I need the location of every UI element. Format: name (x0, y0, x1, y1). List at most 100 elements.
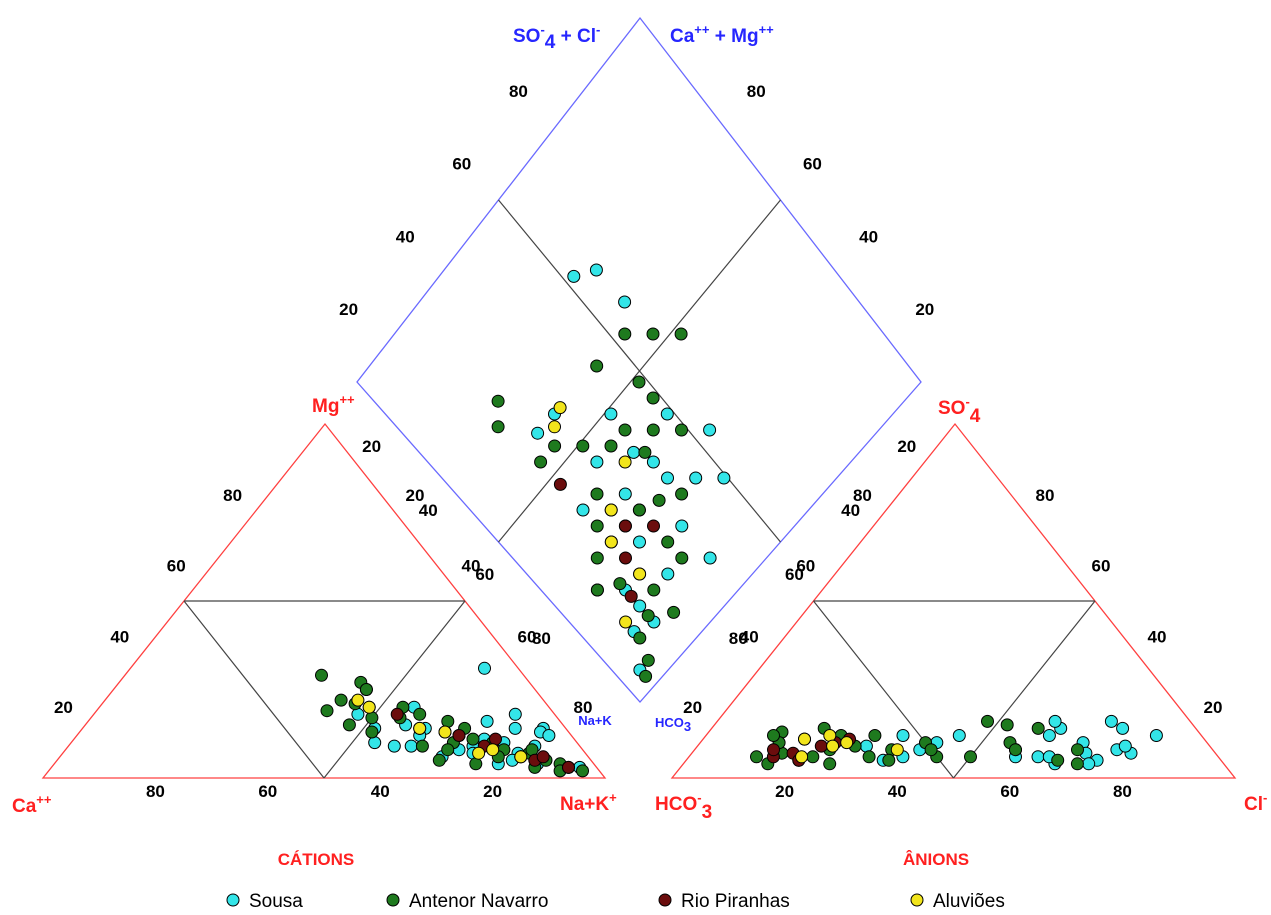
diamond-right-tick-label: 60 (785, 565, 804, 584)
anion-point-antenor-navarro (1070, 757, 1084, 771)
diamond-point-aluvi-es (633, 567, 647, 581)
cation-right-tick-label: 60 (518, 627, 537, 646)
anion-bottom-tick-label: 60 (1000, 782, 1019, 801)
diamond-left-tick-label: 60 (452, 155, 471, 174)
diamond-point-antenor-navarro (646, 423, 660, 437)
cation-point-aluvi-es (514, 750, 528, 764)
cation-point-sousa (351, 707, 365, 721)
cation-point-sousa (404, 739, 418, 753)
cation-point-antenor-navarro (315, 668, 328, 682)
cation-mg-label: Mg++ (312, 392, 355, 417)
anion-point-antenor-navarro (964, 750, 977, 764)
cation-point-antenor-navarro (441, 714, 455, 728)
anion-point-sousa (859, 739, 873, 753)
diamond-right-tick-label: 20 (897, 437, 916, 456)
diamond-left-tick-label: 20 (362, 437, 381, 456)
diamond-nak-label: Na+K (578, 713, 612, 728)
diamond-point-rio-piranhas (618, 519, 632, 533)
cation-point-sousa (480, 714, 494, 728)
legend: Sousa Antenor Navarro Rio Piranhas Aluviões (226, 891, 1005, 912)
cation-point-antenor-navarro (365, 725, 379, 739)
anion-point-aluvi-es (840, 736, 854, 750)
diamond-point-sousa (589, 263, 603, 277)
diamond-left-tick-label: 60 (475, 565, 494, 584)
diamond-point-sousa (703, 551, 717, 565)
anion-point-sousa (952, 729, 966, 742)
diamond-point-antenor-navarro (638, 445, 652, 459)
diamond-point-sousa (590, 455, 604, 469)
diamond-point-aluvi-es (548, 420, 561, 434)
diamond-point-antenor-navarro (590, 519, 604, 533)
anion-point-antenor-navarro (981, 714, 994, 728)
diamond-point-antenor-navarro (667, 605, 681, 619)
cation-point-aluvi-es (351, 693, 365, 707)
diamond-point-antenor-navarro (675, 487, 689, 501)
anion-point-antenor-navarro (1051, 753, 1065, 767)
cation-point-rio-piranhas (536, 750, 550, 764)
diamond-hco3-label: HCO3 (655, 715, 691, 734)
diamond-right-tick-label: 40 (841, 501, 860, 520)
cation-point-rio-piranhas (562, 760, 575, 774)
anion-hco3-label: HCO-3 (655, 790, 712, 823)
diamond-point-antenor-navarro (491, 394, 505, 408)
anion-point-antenor-navarro (806, 750, 820, 764)
diagram-frames (41, 16, 1237, 779)
cation-point-antenor-navarro (359, 683, 373, 696)
anion-point-rio-piranhas (814, 739, 828, 753)
diamond-point-antenor-navarro (641, 609, 655, 623)
diamond-point-antenor-navarro (590, 487, 604, 501)
cation-left-tick-label: 80 (223, 486, 242, 505)
cation-bottom-tick-label: 80 (146, 782, 165, 801)
legend-label-aluvi-es: Aluviões (933, 891, 1005, 912)
cation-point-sousa (508, 707, 522, 721)
anion-point-antenor-navarro (862, 750, 876, 764)
cation-bottom-tick-label: 20 (483, 782, 502, 801)
diamond-outline (356, 16, 922, 703)
anion-point-antenor-navarro (767, 729, 780, 742)
anion-point-antenor-navarro (1009, 743, 1022, 757)
anion-left-tick-label: 60 (796, 557, 815, 576)
diamond-point-antenor-navarro (604, 439, 618, 453)
legend-label-sousa: Sousa (249, 891, 303, 912)
diamond-right-tick-label: 60 (803, 155, 822, 174)
cation-left-tick-label: 40 (110, 627, 129, 646)
diamond-point-sousa (618, 295, 632, 309)
legend-label-rio-piranhas: Rio Piranhas (681, 891, 790, 912)
anion-bottom-tick-label: 20 (775, 782, 794, 801)
diamond-point-sousa (633, 535, 646, 549)
anion-point-sousa (1149, 729, 1163, 742)
diamond-point-sousa (567, 269, 581, 283)
cation-point-aluvi-es (413, 721, 427, 735)
anion-point-sousa (1048, 714, 1062, 728)
cation-ca-label: Ca++ (12, 792, 52, 817)
diamond-point-antenor-navarro (590, 551, 604, 565)
cation-point-sousa (478, 661, 491, 675)
diamond-point-antenor-navarro (674, 327, 688, 341)
anion-left-tick-label: 80 (853, 486, 872, 505)
diamond-point-sousa (531, 426, 545, 440)
diamond-point-antenor-navarro (590, 583, 604, 597)
cation-point-antenor-navarro (413, 707, 427, 721)
anion-point-sousa (1042, 729, 1056, 742)
cation-point-antenor-navarro (432, 753, 446, 767)
diamond-point-antenor-navarro (613, 577, 627, 591)
anion-point-antenor-navarro (1000, 718, 1014, 732)
diamond-point-sousa (627, 445, 641, 459)
anion-point-sousa (1116, 721, 1130, 735)
diamond-point-antenor-navarro (534, 455, 548, 469)
diamond-point-antenor-navarro (633, 631, 647, 645)
anion-bottom-tick-label: 80 (1113, 782, 1132, 801)
diamond-point-rio-piranhas (624, 589, 638, 603)
anion-right-tick-label: 20 (1204, 698, 1223, 717)
diamond-point-rio-piranhas (619, 551, 632, 565)
cation-point-antenor-navarro (466, 732, 480, 746)
diamond-point-antenor-navarro (491, 420, 505, 434)
anion-left-tick-label: 20 (683, 698, 702, 717)
cation-right-tick-label: 20 (406, 486, 425, 505)
diamond-point-sousa (661, 471, 674, 485)
diamond-point-sousa (633, 599, 647, 613)
cation-point-rio-piranhas (452, 729, 466, 742)
anion-point-antenor-navarro (750, 750, 763, 764)
anion-point-aluvi-es (823, 729, 837, 742)
